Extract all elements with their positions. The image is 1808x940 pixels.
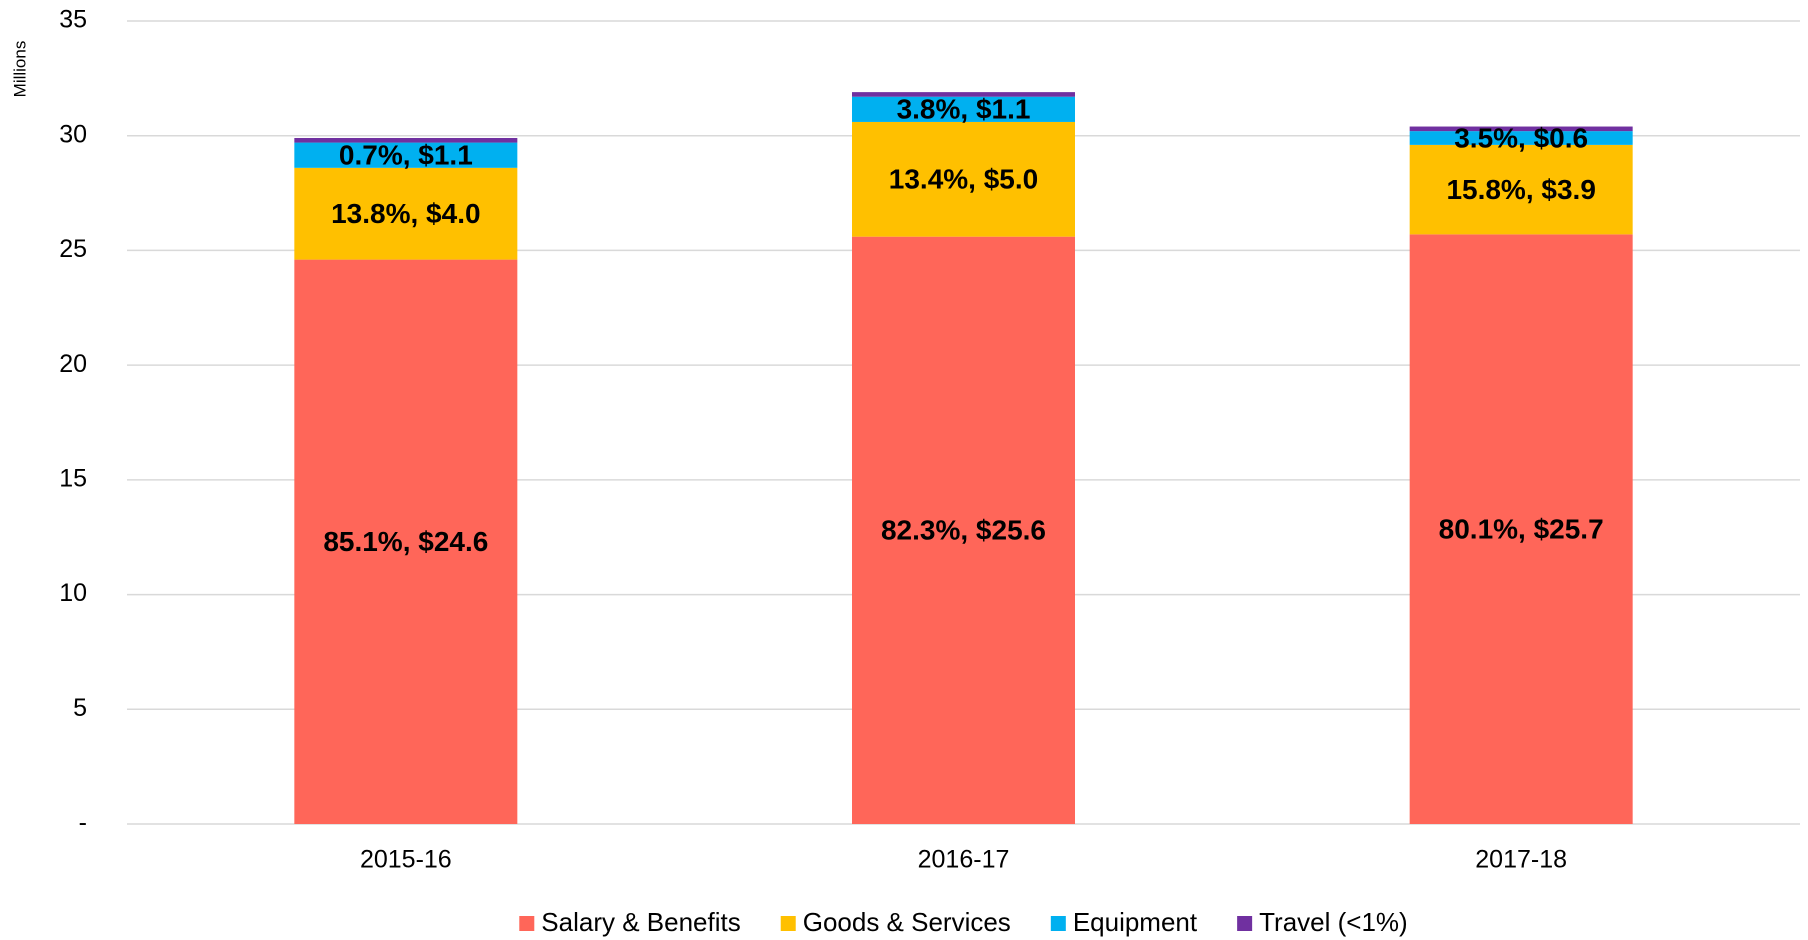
y-tick-label: 10: [59, 579, 87, 607]
legend-swatch: [1050, 916, 1066, 931]
y-tick-label: 25: [59, 235, 87, 263]
x-tick-label: 2016-17: [918, 846, 1010, 874]
bar-segment: [1409, 126, 1633, 132]
legend-swatch: [519, 916, 535, 931]
y-tick-label: 15: [59, 464, 87, 492]
data-label: 15.8%, $3.9: [1446, 174, 1595, 205]
data-label: 3.5%, $0.6: [1454, 122, 1588, 153]
data-label: 85.1%, $24.6: [323, 526, 488, 557]
legend-label: Travel (<1%): [1259, 907, 1408, 937]
y-tick-label: 20: [59, 350, 87, 378]
bar-segment: [294, 138, 518, 143]
data-label: 13.4%, $5.0: [889, 164, 1038, 195]
bar-segment: [852, 121, 1075, 237]
x-tick-label: 2015-16: [360, 846, 452, 874]
y-tick-label: 30: [59, 120, 87, 148]
bar-segment: [852, 92, 1075, 97]
legend-label: Equipment: [1073, 907, 1198, 937]
y-tick-label: 35: [59, 6, 87, 34]
legend-swatch: [780, 916, 796, 931]
bar-segment: [1409, 234, 1633, 824]
bar-segment: [1409, 131, 1633, 145]
x-tick-label: 2017-18: [1475, 846, 1567, 874]
legend-label: Salary & Benefits: [541, 907, 740, 937]
data-label: 82.3%, $25.6: [881, 515, 1046, 546]
data-label: 0.7%, $1.1: [339, 140, 473, 171]
data-label: 13.8%, $4.0: [331, 198, 480, 229]
y-tick-label: 5: [73, 694, 87, 722]
bar-segment: [852, 96, 1075, 122]
legend-label: Goods & Services: [803, 907, 1011, 937]
y-tick-label: -: [79, 809, 87, 837]
y-axis-label: Millions: [10, 41, 29, 98]
legend-swatch: [1237, 916, 1253, 931]
bar-segment: [294, 142, 518, 168]
bar-segment: [294, 259, 518, 824]
bar-segment: [1409, 144, 1633, 235]
data-label: 80.1%, $25.7: [1439, 514, 1604, 545]
bar-segment: [294, 167, 518, 260]
data-label: 3.8%, $1.1: [897, 94, 1031, 125]
bar-segment: [852, 236, 1075, 825]
